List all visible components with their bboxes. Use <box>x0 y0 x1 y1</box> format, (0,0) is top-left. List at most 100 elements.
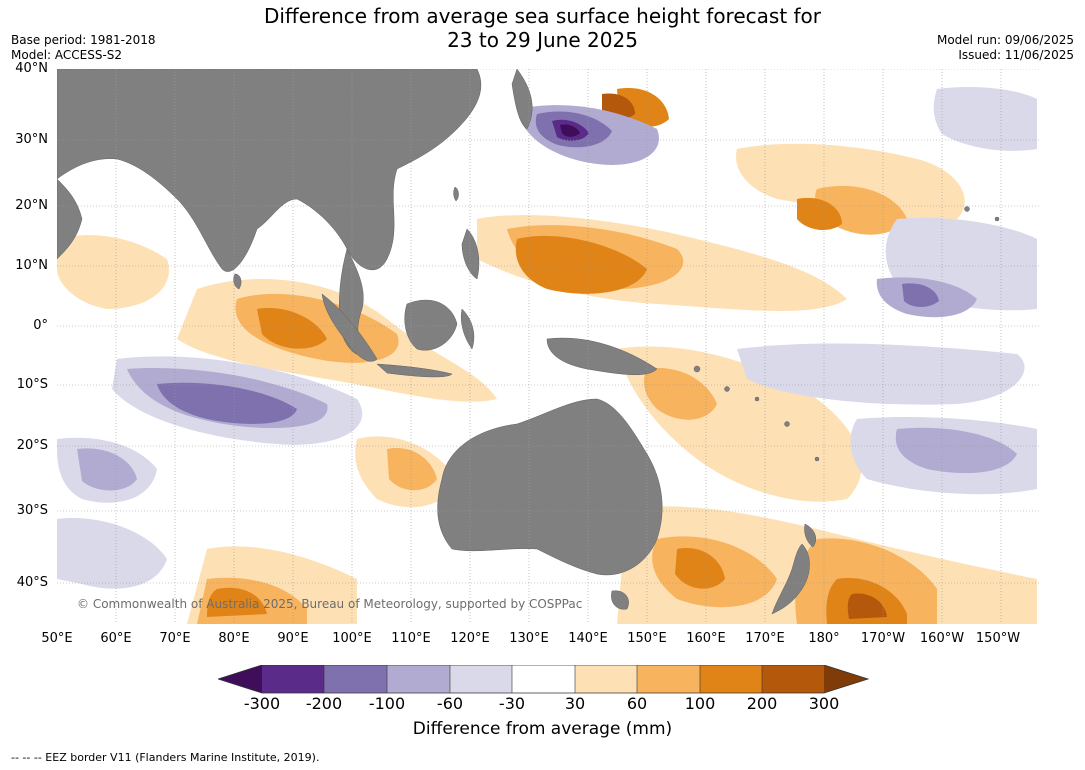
map-area[interactable] <box>57 69 1039 624</box>
lon-label-160e: 160°E <box>686 631 726 646</box>
land-japan <box>511 69 533 130</box>
colorbar-tick: -60 <box>436 694 464 713</box>
colorbar-segment <box>262 665 324 693</box>
model-text: Model: ACCESS-S2 <box>11 48 123 62</box>
colorbar-tick: 30 <box>564 694 586 713</box>
colorbar-tick: 60 <box>626 694 648 713</box>
map-svg <box>57 69 1039 624</box>
lon-label-80e: 80°E <box>218 631 250 646</box>
lon-label-170e: 170°E <box>745 631 785 646</box>
anomaly-region <box>617 88 669 127</box>
land-island <box>754 396 760 402</box>
land-java <box>376 363 453 378</box>
land-tasmania <box>611 590 629 610</box>
land-new-zealand-north <box>804 523 816 548</box>
anomaly-region <box>515 235 647 294</box>
meta-left: Base period: 1981-2018 Model: ACCESS-S2 <box>11 33 156 63</box>
land-sri-lanka <box>233 273 242 290</box>
title-line-2: 23 to 29 June 2025 <box>447 28 638 52</box>
colorbar-segment <box>762 665 824 693</box>
land-asia <box>57 69 482 272</box>
land-new-guinea <box>546 337 658 376</box>
colorbar-segment <box>450 665 512 693</box>
lat-label-30n: 30°N <box>15 132 48 147</box>
colorbar-segment <box>512 665 575 693</box>
lon-label-150w: 150°W <box>975 631 1021 646</box>
lon-label-160w: 160°W <box>919 631 965 646</box>
colorbar-tick: -30 <box>498 694 526 713</box>
land-taiwan <box>453 186 459 202</box>
land-sulawesi <box>461 308 475 350</box>
land-philippines <box>461 228 480 280</box>
anomaly-region <box>847 593 887 619</box>
land-island <box>784 421 790 427</box>
colorbar-tick: -200 <box>305 694 343 713</box>
colorbar-outline <box>218 665 870 694</box>
lon-label-180: 180° <box>808 631 840 646</box>
anomaly-region <box>77 448 137 491</box>
lat-label-10s: 10°S <box>16 377 48 392</box>
land-island <box>994 216 1000 222</box>
colorbar-segment <box>218 665 262 693</box>
anomaly-region <box>933 87 1037 151</box>
colorbar-segment <box>824 665 868 693</box>
colorbar-segment <box>637 665 700 693</box>
land-island <box>964 206 970 212</box>
lon-label-70e: 70°E <box>159 631 191 646</box>
anomaly-region <box>644 368 717 420</box>
anomaly-field <box>57 87 1037 624</box>
land-island <box>724 386 730 392</box>
lat-label-20n: 20°N <box>15 198 48 213</box>
lat-label-40s: 40°S <box>16 575 48 590</box>
lon-label-110e: 110°E <box>391 631 431 646</box>
lat-label-40n: 40°N <box>15 61 48 76</box>
colorbar-title: Difference from average (mm) <box>412 719 673 739</box>
anomaly-region <box>157 382 297 424</box>
lat-label-0: 0° <box>33 318 48 333</box>
colorbar-segment <box>700 665 762 693</box>
issued-text: Issued: 11/06/2025 <box>958 48 1074 62</box>
lon-label-50e: 50°E <box>41 631 73 646</box>
anomaly-region <box>57 235 169 309</box>
colorbar-segment <box>575 665 637 693</box>
credit-text: © Commonwealth of Australia 2025, Bureau… <box>77 597 583 611</box>
anomaly-region <box>895 427 1017 474</box>
colorbar-tick: -100 <box>368 694 406 713</box>
colorbar-segment <box>324 665 387 693</box>
anomaly-region <box>737 343 1025 405</box>
colorbar-tick: 300 <box>808 694 840 713</box>
title-line-1: Difference from average sea surface heig… <box>263 4 822 28</box>
anomaly-region <box>675 548 725 589</box>
lat-label-20s: 20°S <box>16 438 48 453</box>
lon-label-130e: 130°E <box>509 631 549 646</box>
anomaly-region <box>797 197 842 231</box>
graticule <box>57 69 1039 624</box>
anomaly-region <box>387 448 437 491</box>
footnote: -- -- -- EEZ border V11 (Flanders Marine… <box>11 751 320 764</box>
lon-label-100e: 100°E <box>332 631 372 646</box>
anomaly-region <box>207 587 267 617</box>
lat-label-30s: 30°S <box>16 503 48 518</box>
lon-label-170w: 170°W <box>860 631 906 646</box>
colorbar <box>218 665 870 694</box>
land-island <box>814 456 820 462</box>
land-borneo <box>404 299 458 351</box>
anomaly-region <box>57 518 167 589</box>
lon-label-90e: 90°E <box>277 631 309 646</box>
colorbar-segment <box>387 665 450 693</box>
anomaly-region <box>902 283 939 307</box>
land-australia <box>437 398 663 576</box>
lon-label-60e: 60°E <box>100 631 132 646</box>
lon-label-140e: 140°E <box>568 631 608 646</box>
anomaly-region <box>736 143 965 220</box>
anomaly-region <box>257 308 327 349</box>
lon-label-120e: 120°E <box>450 631 490 646</box>
colorbar-tick: -300 <box>243 694 281 713</box>
colorbar-tick: 200 <box>746 694 778 713</box>
map-title: Difference from average sea surface heig… <box>0 4 1085 52</box>
land-new-zealand <box>771 543 810 615</box>
lon-label-150e: 150°E <box>627 631 667 646</box>
land-sumatra <box>321 293 378 362</box>
model-run-text: Model run: 09/06/2025 <box>936 33 1074 47</box>
meta-right: Model run: 09/06/2025 Issued: 11/06/2025 <box>937 33 1074 63</box>
